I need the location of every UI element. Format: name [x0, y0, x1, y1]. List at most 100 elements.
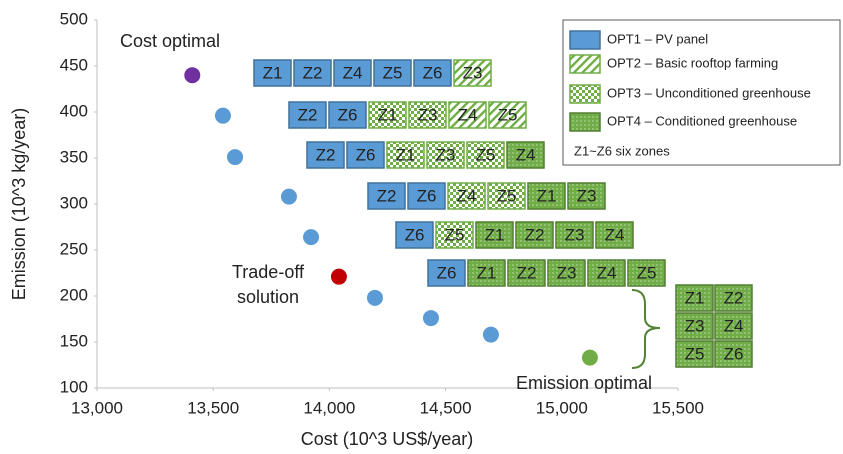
zone-label: Z3: [577, 186, 597, 205]
zone-box: [328, 101, 367, 129]
zone-box: [627, 259, 666, 287]
zone-label: Z3: [685, 316, 705, 335]
zone-label: Z5: [637, 263, 657, 282]
zone-label: Z3: [418, 105, 438, 124]
zone-label: Z6: [724, 344, 744, 363]
legend-label: OPT2 – Basic rooftop farming: [607, 55, 778, 70]
zone-box: [527, 182, 566, 210]
point: [280, 188, 297, 205]
zone-label: Z5: [497, 186, 517, 205]
y-tick-label: 300: [60, 193, 88, 212]
zone-box: [587, 259, 626, 287]
zone-box: [507, 259, 546, 287]
zone-label: Z3: [565, 225, 585, 244]
zone-label: Z2: [298, 105, 318, 124]
zone-box: [467, 259, 506, 287]
zone-box: [447, 182, 486, 210]
legend-label: OPT4 – Conditioned greenhouse: [607, 113, 797, 128]
zone-label: Z1: [485, 225, 505, 244]
zone-label: Z6: [338, 105, 358, 124]
zone-label: Z2: [303, 63, 323, 82]
zone-label: Z4: [516, 145, 536, 164]
y-tick-label: 400: [60, 101, 88, 120]
point: [581, 349, 598, 366]
point: [214, 107, 231, 124]
zone-label: Z4: [724, 316, 744, 335]
y-tick-label: 250: [60, 239, 88, 258]
zone-box: [675, 284, 714, 312]
x-tick-label: 13,500: [187, 398, 239, 417]
zone-label: Z1: [685, 288, 705, 307]
point: [422, 310, 439, 327]
zone-box: [506, 141, 545, 169]
zone-label: Z1: [537, 186, 557, 205]
zone-label: Z3: [463, 63, 483, 82]
zone-box: [427, 259, 466, 287]
zone-box: [413, 59, 452, 87]
zone-label: Z6: [405, 225, 425, 244]
zone-label: Z6: [423, 63, 443, 82]
annotation: Trade-off: [232, 262, 305, 282]
zone-label: Z3: [557, 263, 577, 282]
zone-label: Z5: [498, 105, 518, 124]
zone-label: Z1: [263, 63, 283, 82]
x-tick-label: 15,000: [536, 398, 588, 417]
zone-label: Z4: [457, 186, 477, 205]
zone-box: [373, 59, 412, 87]
zone-label: Z5: [383, 63, 403, 82]
x-tick-label: 14,500: [420, 398, 472, 417]
zone-box: [333, 59, 372, 87]
y-tick-label: 100: [60, 377, 88, 396]
legend-note: Z1~Z6 six zones: [574, 143, 670, 158]
zone-box: [453, 59, 492, 87]
point: [366, 289, 383, 306]
x-tick-label: 15,500: [652, 398, 704, 417]
x-tick-label: 14,000: [303, 398, 355, 417]
y-tick-label: 150: [60, 331, 88, 350]
zone-label: Z5: [685, 344, 705, 363]
zone-box: [567, 182, 606, 210]
zone-label: Z3: [436, 145, 456, 164]
brace: [631, 289, 661, 369]
zone-label: Z4: [605, 225, 625, 244]
zone-box: [293, 59, 332, 87]
legend-label: OPT1 – PV panel: [607, 31, 708, 46]
zone-box: [555, 221, 594, 249]
zone-label: Z4: [343, 63, 363, 82]
zone-box: [408, 101, 447, 129]
zone-box: [306, 141, 345, 169]
zone-box: [368, 101, 407, 129]
zone-label: Z1: [378, 105, 398, 124]
zone-box: [288, 101, 327, 129]
zone-label: Z1: [396, 145, 416, 164]
zone-box: [547, 259, 586, 287]
zone-label: Z2: [377, 186, 397, 205]
point: [303, 229, 320, 246]
legend-box: [562, 19, 841, 166]
zone-label: Z2: [724, 288, 744, 307]
zone-box: [466, 141, 505, 169]
legend-swatch: [569, 84, 601, 104]
zone-box: [426, 141, 465, 169]
zone-label: Z2: [316, 145, 336, 164]
zone-box: [714, 340, 753, 368]
zone-box: [346, 141, 385, 169]
zone-label: Z4: [458, 105, 478, 124]
zone-box: [714, 312, 753, 340]
legend-swatch: [569, 30, 601, 50]
zone-box: [367, 182, 406, 210]
zone-box: [253, 59, 292, 87]
point: [227, 149, 244, 166]
zone-box: [714, 284, 753, 312]
zone-box: [675, 340, 714, 368]
zone-label: Z1: [477, 263, 497, 282]
zone-box: [488, 101, 527, 129]
zone-box: [475, 221, 514, 249]
zone-box: [487, 182, 526, 210]
zone-label: Z2: [517, 263, 537, 282]
zone-box: [675, 312, 714, 340]
x-tick-label: 13,000: [71, 398, 123, 417]
annotation: Cost optimal: [120, 31, 220, 51]
legend-label: OPT3 – Unconditioned greenhouse: [607, 85, 811, 100]
